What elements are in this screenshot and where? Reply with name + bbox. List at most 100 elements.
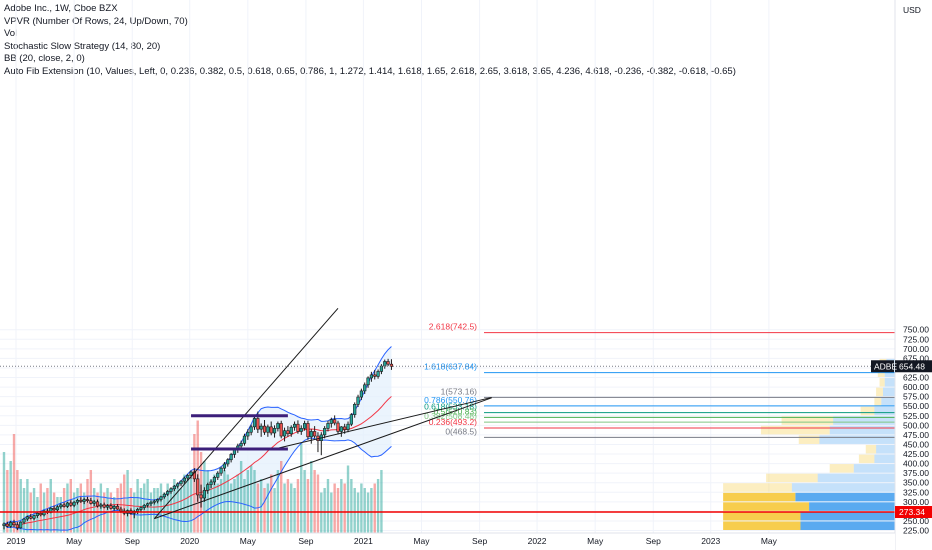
candle-body bbox=[336, 422, 340, 432]
vp-up-bar bbox=[881, 397, 895, 406]
volume-bar bbox=[19, 479, 22, 533]
candle bbox=[252, 416, 257, 430]
volume-bar bbox=[286, 479, 290, 533]
candle bbox=[29, 514, 33, 520]
volume-bar bbox=[313, 470, 316, 533]
volume-bar bbox=[239, 461, 243, 533]
candle bbox=[289, 425, 293, 437]
candle bbox=[326, 420, 330, 432]
volume-bar bbox=[173, 479, 176, 533]
candle-body bbox=[366, 377, 370, 386]
candle bbox=[272, 425, 277, 438]
candle bbox=[376, 369, 380, 379]
candle bbox=[142, 504, 146, 510]
legend-vpvr[interactable]: VPVR (Number Of Rows, 24, Up/Down, 70) bbox=[4, 15, 188, 27]
candle-body bbox=[52, 508, 56, 511]
candle-body bbox=[272, 428, 277, 434]
candle-body bbox=[219, 467, 223, 474]
candle-body bbox=[369, 374, 374, 379]
vp-down-bar bbox=[860, 406, 875, 416]
volume-bar bbox=[296, 479, 300, 533]
volume-bar bbox=[159, 483, 163, 533]
price-tick-label: 550.00 bbox=[903, 401, 929, 411]
candle-body bbox=[262, 425, 267, 433]
fib-label: 1(573.16) bbox=[441, 386, 478, 396]
volume-bar bbox=[66, 483, 69, 533]
candle-body bbox=[139, 507, 143, 510]
volume-bar bbox=[186, 479, 189, 533]
volume-bar bbox=[179, 488, 183, 533]
volume-bar bbox=[350, 479, 353, 533]
candle bbox=[229, 452, 233, 463]
time-axis[interactable]: 2019 May Sep 2020 May Sep 2021 May Sep 2022 May Sep… bbox=[0, 532, 895, 550]
candle-body bbox=[62, 504, 66, 507]
volume-bar bbox=[32, 488, 36, 533]
volume-bar bbox=[346, 465, 350, 533]
volume-bar bbox=[253, 470, 256, 533]
candle bbox=[62, 502, 66, 508]
volume-bar bbox=[353, 488, 356, 533]
candle-body bbox=[363, 384, 367, 392]
fib-label: 0.618(533.18) bbox=[424, 402, 477, 412]
candle-body bbox=[329, 419, 333, 424]
candle-body bbox=[166, 491, 170, 495]
candle-body bbox=[296, 423, 300, 432]
candle bbox=[12, 519, 16, 528]
vp-down-bar bbox=[723, 502, 810, 511]
volume-bar bbox=[216, 483, 219, 533]
candle-body bbox=[346, 423, 350, 430]
vp-down-bar bbox=[723, 492, 796, 502]
price-tick-label: 400.00 bbox=[903, 459, 929, 469]
candle bbox=[149, 500, 153, 507]
time-tick-label: Sep bbox=[125, 536, 140, 546]
candle bbox=[206, 482, 210, 494]
candle-body bbox=[2, 523, 6, 526]
candle bbox=[169, 487, 173, 494]
volume-bar bbox=[310, 461, 313, 533]
candle bbox=[339, 426, 343, 437]
volume-bar bbox=[340, 479, 343, 533]
candle-body bbox=[326, 423, 330, 429]
candle bbox=[302, 420, 307, 431]
price-tick-label: 575.00 bbox=[903, 392, 929, 402]
candle-body bbox=[109, 505, 113, 509]
candle-body bbox=[239, 443, 243, 447]
candle bbox=[72, 501, 76, 508]
vp-down-bar bbox=[829, 464, 854, 473]
volume-bar bbox=[243, 479, 246, 533]
price-tick-label: 450.00 bbox=[903, 439, 929, 449]
legend: Adobe Inc., 1W, Cboe BZX VPVR (Number Of… bbox=[4, 3, 736, 79]
candle bbox=[366, 376, 370, 388]
volume-bar bbox=[206, 470, 209, 533]
candle bbox=[55, 505, 60, 512]
vp-down-bar bbox=[723, 511, 801, 521]
symbol-badge bbox=[871, 360, 894, 373]
candle-body bbox=[9, 522, 13, 527]
candle bbox=[389, 359, 394, 370]
price-axis[interactable]: 750.00725.00700.00675.00650.00625.00600.… bbox=[871, 0, 932, 550]
legend-title: Adobe Inc., 1W, Cboe BZX bbox=[4, 3, 118, 14]
drawings[interactable] bbox=[0, 307, 895, 520]
candle bbox=[89, 497, 93, 505]
candle bbox=[32, 514, 36, 521]
price-tick-label: 500.00 bbox=[903, 420, 929, 430]
legend-bb[interactable]: BB (20, close, 2, 0) bbox=[4, 53, 85, 65]
candle-body bbox=[169, 488, 173, 492]
legend-stochastic[interactable]: Stochastic Slow Strategy (14, 80, 20) bbox=[4, 40, 161, 52]
vp-up-bar bbox=[800, 521, 895, 530]
candle bbox=[269, 421, 273, 436]
candle bbox=[202, 487, 207, 502]
legend-vol[interactable]: Vol bbox=[4, 28, 18, 40]
candle bbox=[19, 521, 23, 529]
legend-fib[interactable]: Auto Fib Extension (10, Values, Left, 0,… bbox=[4, 65, 736, 77]
volume-bar bbox=[169, 488, 173, 533]
candle bbox=[313, 426, 317, 439]
candle bbox=[323, 426, 327, 439]
candle bbox=[152, 499, 156, 505]
candle-body bbox=[186, 475, 190, 479]
candle-body bbox=[282, 430, 287, 437]
candle bbox=[222, 462, 227, 472]
candle bbox=[59, 503, 63, 509]
candle-body bbox=[209, 481, 213, 485]
